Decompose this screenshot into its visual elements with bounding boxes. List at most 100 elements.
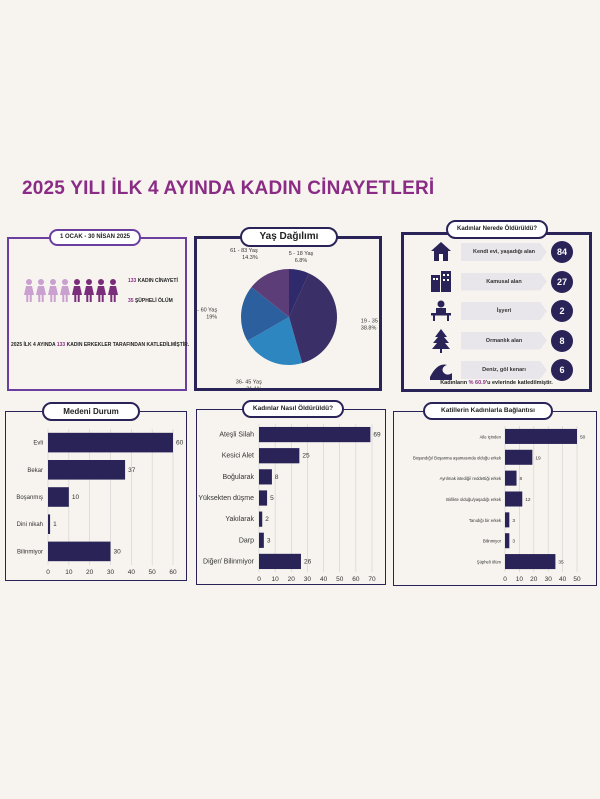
x-tick-label: 70 [368,576,376,583]
location-row: Deniz, göl kenarı 6 [401,353,592,387]
woman-figure-icon [24,279,34,302]
value-label: 1 [53,521,57,528]
x-tick-label: 50 [336,576,344,583]
x-tick-label: 0 [503,576,507,583]
method-bar-chart: 0 10 20 30 40 50 60 70 Ateşli Silah 69 Kesici Alet… [198,424,381,583]
wave-icon [429,357,453,383]
house-icon [429,239,453,265]
x-tick-label: 0 [257,576,261,583]
x-tick-label: 10 [65,569,73,576]
buildings-icon [429,269,453,295]
killed-label: KADIN CİNAYETİ [137,278,178,284]
pie-slice [251,269,289,317]
location-label: Ormanlık alan [461,331,547,350]
location-label: Deniz, göl kenarı [461,361,547,379]
pie-slice-pct: 6.8% [295,258,308,264]
x-tick-label: 0 [46,569,50,576]
relation-bar-chart: 0 10 20 30 40 50 Aile içinden 50 Boşandığı/ Boşa… [413,426,586,583]
location-row: Kamusal alan 27 [401,265,592,299]
bar [259,490,268,506]
value-label: 3 [512,518,515,524]
pie-slice [289,273,337,364]
suspicious-count: 35 [128,298,134,304]
footer-pct: % 60.9 [468,380,486,386]
x-tick-label: 20 [530,576,538,583]
tree-icon [429,328,453,354]
x-tick-label: 50 [149,569,157,576]
pie-slice [289,269,309,317]
pie-slice-label: 5 - 18 Yaş [289,251,314,257]
women-figures [24,278,120,304]
value-label: 69 [373,432,381,439]
value-label: 3 [267,537,271,544]
bar [259,511,263,527]
bar [259,426,371,443]
value-label: 35 [558,560,564,566]
category-label: Ayrılmak istediği/ reddettiği erkek [440,476,502,481]
location-row: İşyeri 2 [401,294,592,328]
category-label: Boğularak [222,474,254,481]
pie-slice-label: 61 - 83 Yaş [230,248,258,254]
bar [48,460,126,480]
location-label: Kendi evi, yaşadığı alan [461,243,547,261]
summary-statement: 2025 İLK 4 AYINDA 133 KADIN ERKEKLER TAR… [11,342,189,348]
value-label: 30 [114,548,122,555]
woman-figure-icon [96,279,106,302]
suspicious-stat: 35 ŞÜPHELİ ÖLÜM [128,298,173,304]
killed-count: 133 [128,278,137,284]
pie-slice-pct: 19% [206,315,217,321]
value-label: 12 [525,497,531,503]
x-tick-label: 40 [320,576,328,583]
category-label: Kesici Alet [222,453,254,460]
category-label: Yüksekten düşme [198,495,254,502]
location-label: Kamusal alan [461,272,547,291]
value-label: 37 [128,467,136,474]
category-label: Birlikte olduğu/yaşadığı erkek [446,497,502,502]
x-tick-label: 50 [573,576,581,583]
x-tick-label: 30 [545,576,553,583]
category-label: Boşanmış [16,495,43,501]
location-count-badge: 2 [551,300,573,322]
suspicious-label: ŞÜPHELİ ÖLÜM [134,298,173,304]
bar [505,470,517,486]
value-label: 50 [580,434,586,440]
pie-slice-label: 19 - 35 Yaş [361,318,382,324]
category-label: Bilinmiyor [483,539,502,544]
figures-svg [24,279,118,302]
category-label: Evli [33,441,43,447]
bar [48,541,111,562]
value-label: 19 [535,455,541,461]
bar [505,449,533,465]
pie-slice-label: 46 - 60 Yaş [194,308,217,314]
bar [505,512,510,528]
woman-figure-icon [60,279,70,302]
location-count-badge: 8 [551,329,573,352]
bar [259,553,301,570]
woman-figure-icon [36,279,46,302]
category-label: Darp [239,537,254,544]
category-label: Bilinmiyor [17,549,43,555]
category-label: Bekar [27,468,43,474]
bar [505,491,523,507]
category-label: Aile içinden [480,434,502,439]
bar [48,432,173,453]
bar [259,532,264,548]
category-label: Tanıdığı bir erkek [469,518,502,523]
statement-post: KADIN ERKEKLER TARAFINDAN KATLEDİLMİŞTİR… [66,342,190,348]
bar [505,554,556,570]
location-list: Kendi evi, yaşadığı alan 84 Kamusal alan 27… [401,235,592,381]
date-range-pill: 1 OCAK - 30 NİSAN 2025 [49,229,141,246]
bar [48,514,51,534]
relation-chart-title: Katillerin Kadınlarla Bağlantısı [423,402,553,420]
bar [48,487,69,507]
woman-figure-icon [72,279,82,302]
category-label: Diğer/ Bilinmiyor [203,558,255,565]
page-title: 2025 YILI İLK 4 AYINDA KADIN CİNAYETLERİ [22,178,435,199]
pie-slice [247,317,303,365]
office-desk-icon [429,298,453,324]
value-label: 3 [512,539,515,545]
marital-bar-chart: 0 10 20 30 40 50 60 Evli 60 Bekar 37 Boşanmış 10 Dini… [16,429,184,576]
value-label: 60 [176,440,184,447]
location-count-badge: 6 [551,359,573,381]
